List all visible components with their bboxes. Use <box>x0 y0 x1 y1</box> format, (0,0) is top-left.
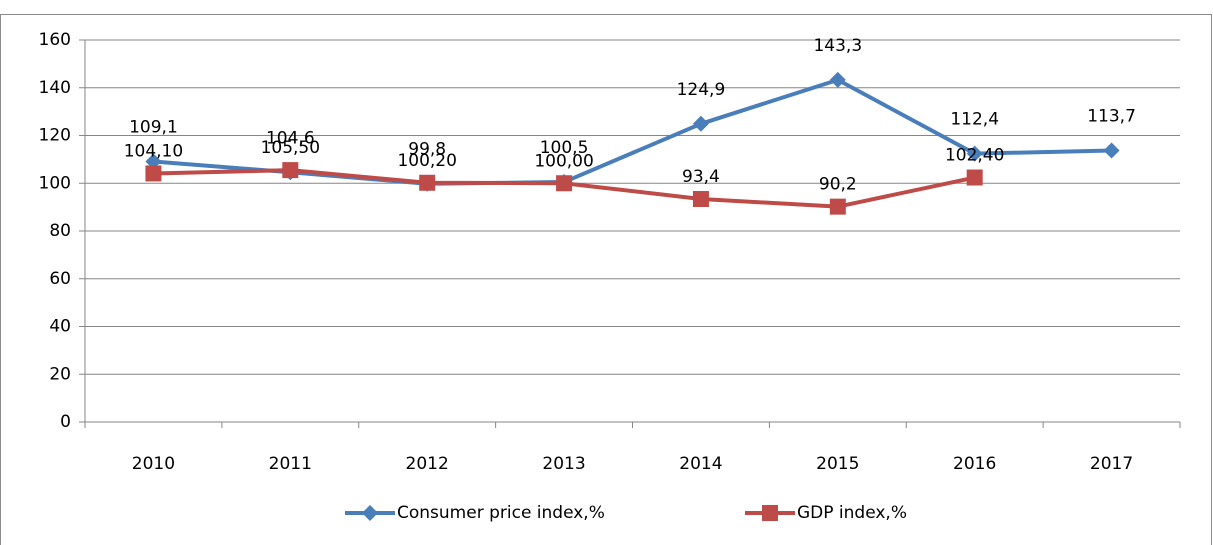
point <box>145 165 162 182</box>
point <box>556 175 573 192</box>
point <box>1103 142 1120 159</box>
point <box>282 162 299 179</box>
x-tick-label: 2011 <box>269 454 312 474</box>
x-tick-label: 2014 <box>679 454 722 474</box>
y-tick-label: 120 <box>39 126 71 146</box>
y-tick-label: 80 <box>49 221 71 241</box>
chart-frame <box>0 14 1212 545</box>
legend-marker <box>362 505 378 521</box>
data-label: 100,00 <box>534 151 593 171</box>
data-label: 112,4 <box>950 110 999 130</box>
data-label: 100,20 <box>397 151 456 171</box>
y-tick-label: 0 <box>60 412 71 432</box>
point <box>829 198 846 215</box>
y-tick-label: 140 <box>39 78 71 98</box>
x-tick-label: 2012 <box>406 454 449 474</box>
data-label: 104,6 <box>266 128 315 148</box>
data-label: 109,1 <box>129 118 178 138</box>
y-tick-label: 160 <box>39 30 71 50</box>
data-label: 99,8 <box>408 140 446 160</box>
y-tick-label: 60 <box>49 269 71 289</box>
x-tick-label: 2010 <box>132 454 175 474</box>
point <box>692 115 709 132</box>
data-label: 102,40 <box>945 146 1004 166</box>
point <box>829 71 846 88</box>
data-label: 90,2 <box>819 175 857 195</box>
legend-marker <box>762 505 778 521</box>
x-tick-label: 2015 <box>816 454 859 474</box>
point <box>966 145 983 162</box>
x-tick-label: 2017 <box>1090 454 1133 474</box>
data-label: 143,3 <box>813 36 862 56</box>
x-tick-label: 2013 <box>542 454 585 474</box>
legend-label: GDP index,% <box>797 503 907 523</box>
point <box>692 191 709 208</box>
y-tick-label: 40 <box>49 317 71 337</box>
legend-label: Consumer price index,% <box>397 503 605 523</box>
data-label: 100,5 <box>540 138 589 158</box>
point <box>966 169 983 186</box>
x-tick-label: 2016 <box>953 454 996 474</box>
data-label: 105,50 <box>261 138 320 158</box>
data-label: 113,7 <box>1087 107 1136 127</box>
data-label: 124,9 <box>677 80 726 100</box>
y-tick-label: 20 <box>49 364 71 384</box>
y-tick-label: 100 <box>39 173 71 193</box>
point <box>419 174 436 191</box>
data-label: 93,4 <box>682 167 720 187</box>
data-label: 104,10 <box>124 141 183 161</box>
